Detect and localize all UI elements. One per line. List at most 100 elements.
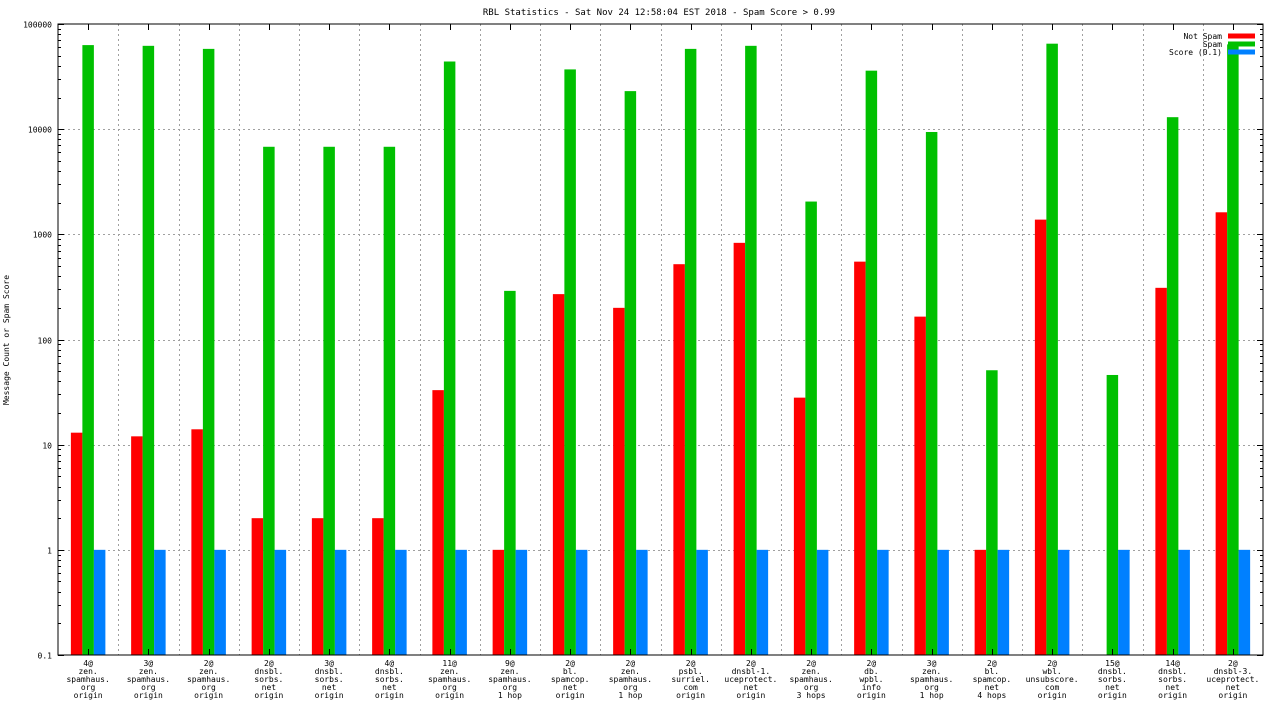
bar-spam [263, 146, 275, 655]
x-category-label-line: 2@ [686, 659, 696, 668]
x-category-label: 2@ zen. spamhaus. org origin [187, 659, 230, 700]
x-category-label: 3@ dnsbl. sorbs. net origin [315, 659, 344, 700]
bar-spam [986, 370, 998, 655]
bar-spam [925, 131, 938, 656]
y-tick-label: 100000 [23, 21, 52, 30]
x-category-label-line: spamhaus. [187, 675, 230, 684]
x-category-label: 4@ zen. spamhaus. org origin [66, 659, 109, 700]
x-category-label-line: net [322, 683, 337, 692]
x-category-label-line: psbl. [679, 667, 703, 676]
bar-score-0-1 [93, 549, 106, 655]
plot-frame [57, 23, 1264, 656]
y-axis-label: Message Count or Spam Score [2, 275, 11, 405]
x-category-label-line: spamhaus. [66, 675, 109, 684]
bar-score-0-1 [696, 549, 708, 655]
x-category-label-line: net [1165, 683, 1180, 692]
x-category-label: 4@ dnsbl. sorbs. net origin [375, 659, 404, 700]
x-category-label-line: 2@ [626, 659, 636, 668]
x-category-label-line: org [201, 683, 216, 692]
y-tick-label: 1 [47, 547, 52, 556]
bar-score-0-1 [575, 549, 588, 655]
x-category-label-line: 9@ [505, 659, 515, 668]
x-category-label-line: spamhaus. [428, 675, 471, 684]
bar-score-0-1 [515, 549, 528, 655]
x-category-label-line: origin [857, 691, 886, 700]
chart-title: RBL Statistics - Sat Nov 24 12:58:04 EST… [483, 8, 835, 18]
x-category-label-line: 4@ [385, 659, 395, 668]
x-category-label-line: zen. [78, 667, 97, 676]
x-category-label-line: net [563, 683, 578, 692]
x-category-label-line: org [442, 683, 457, 692]
x-category-label-line: origin [375, 691, 404, 700]
x-category-label-line: 2@ [204, 659, 214, 668]
x-category-label: 2@ psbl. surriel. com origin [671, 659, 710, 700]
x-category-label-line: 11@ [442, 659, 457, 668]
bar-score-0-1 [1118, 549, 1130, 655]
bar-spam [1046, 43, 1058, 656]
bar-not-spam [974, 549, 987, 655]
legend-label: Spam [1203, 40, 1222, 49]
x-category-label-line: sorbs. [375, 675, 404, 684]
x-category-label: 2@ zen. spamhaus. org 1 hop [609, 659, 652, 700]
bar-not-spam [372, 518, 384, 655]
bar-not-spam [1034, 219, 1047, 655]
x-category-label-line: uceprotect. [1206, 675, 1259, 684]
bar-not-spam [673, 264, 685, 655]
x-category-label: 9@ zen. spamhaus. org 1 hop [488, 659, 531, 700]
x-category-label: 2@ bl. spamcop. net 4 hops [973, 659, 1012, 700]
x-category-label-line: 2@ [565, 659, 575, 668]
bar-spam [564, 69, 576, 655]
x-category-label: 2@ dnsbl-1. uceprotect. net origin [724, 659, 777, 700]
bar-not-spam [1155, 287, 1167, 655]
bar-spam [504, 290, 516, 655]
x-category-label-line: bl. [563, 667, 577, 676]
x-category-label-line: net [1105, 683, 1120, 692]
x-category-label-line: zen. [139, 667, 158, 676]
x-category-label-line: dnsbl. [254, 667, 283, 676]
bar-score-0-1 [214, 549, 226, 655]
y-tick-label: 0.1 [38, 652, 53, 661]
bar-not-spam [1215, 212, 1228, 656]
y-tick-label: 100 [38, 337, 53, 346]
x-category-label-line: 3@ [927, 659, 937, 668]
bar-spam [805, 201, 817, 656]
x-category-label-line: 4@ [83, 659, 93, 668]
bar-score-0-1 [756, 549, 769, 655]
legend-swatch [1228, 33, 1255, 39]
legend-label: Not Spam [1183, 32, 1222, 41]
x-category-label-line: zen. [199, 667, 218, 676]
x-category-label-line: origin [134, 691, 163, 700]
x-category-label-line: uceprotect. [724, 675, 777, 684]
bar-score-0-1 [937, 549, 949, 655]
x-category-label-line: net [382, 683, 397, 692]
y-tick-label: 10 [42, 442, 52, 451]
x-category-label: 14@ dnsbl. sorbs. net origin [1158, 659, 1187, 700]
x-category-label-line: 3@ [324, 659, 334, 668]
x-category-label-line: origin [254, 691, 283, 700]
bar-not-spam [70, 432, 83, 655]
bar-spam [684, 48, 697, 655]
x-category-label-line: 1 hop [498, 691, 522, 700]
x-category-label-line: origin [435, 691, 464, 700]
x-category-label-line: org [623, 683, 638, 692]
grid-lines [58, 24, 1263, 655]
bar-spam [383, 146, 396, 655]
x-category-label-line: 2@ [746, 659, 756, 668]
x-category-label: 11@ zen. spamhaus. org origin [428, 659, 471, 700]
x-category-label-line: spamcop. [551, 675, 590, 684]
x-category-label: 2@ dnsbl. sorbs. net origin [254, 659, 283, 700]
x-category-label-line: zen. [621, 667, 640, 676]
bar-not-spam [191, 429, 203, 655]
x-category-label-line: org [924, 683, 939, 692]
bar-score-0-1 [154, 549, 166, 655]
bar-spam [624, 91, 637, 656]
x-category-label-line: zen. [801, 667, 820, 676]
x-category-label-line: spamhaus. [789, 675, 832, 684]
x-category-label-line: db. [864, 667, 878, 676]
x-category-label-line: dnsbl. [1158, 667, 1187, 676]
x-category-label-line: 3@ [144, 659, 154, 668]
bar-spam [142, 45, 155, 655]
